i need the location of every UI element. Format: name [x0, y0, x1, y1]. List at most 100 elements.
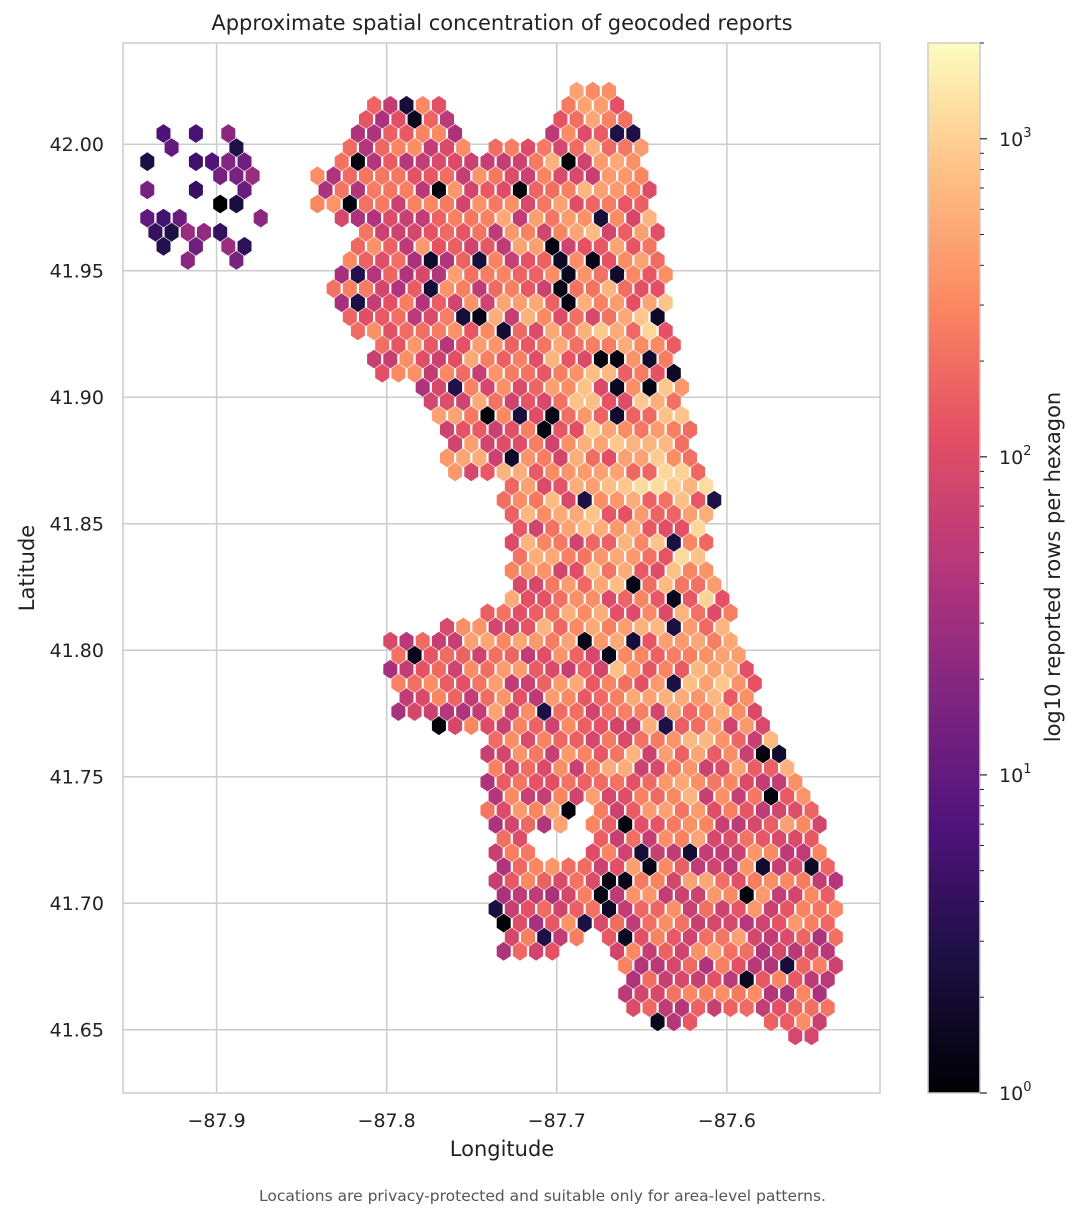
hex-cell	[585, 617, 600, 637]
hex-cell	[650, 561, 665, 580]
hex-cell	[755, 885, 770, 905]
hex-cell	[464, 462, 479, 482]
hex-cell	[431, 377, 446, 397]
hex-cell	[788, 1026, 803, 1046]
hex-cell	[788, 998, 803, 1018]
hex-cell	[415, 349, 430, 369]
hex-cell	[561, 631, 576, 651]
hex-cell	[747, 899, 762, 919]
hex-cell	[674, 631, 689, 651]
hex-cell	[602, 251, 616, 270]
hex-cell	[561, 575, 576, 595]
hex-cell	[666, 843, 681, 862]
hex-cell	[642, 603, 657, 623]
hex-cell	[456, 222, 471, 242]
hex-cell	[521, 420, 535, 439]
hex-cell	[545, 857, 560, 877]
hex-cell	[772, 913, 787, 933]
hex-cell	[537, 786, 552, 806]
hex-cell	[634, 504, 649, 524]
hex-cell	[755, 744, 770, 764]
hex-cell	[521, 194, 535, 214]
hex-cell	[658, 716, 673, 736]
hex-cell	[755, 772, 770, 792]
hex-cell	[650, 899, 665, 919]
hex-cell	[553, 589, 568, 609]
hex-cell	[674, 659, 689, 679]
hex-cell	[553, 561, 568, 580]
hex-cell	[496, 434, 511, 454]
hex-cell	[626, 265, 641, 284]
hex-cell	[561, 518, 576, 538]
hex-cell	[496, 293, 511, 313]
hex-cell	[764, 1012, 778, 1032]
hex-cell	[569, 589, 584, 609]
hex-cell	[642, 293, 657, 313]
hex-cell	[650, 617, 665, 637]
hex-cell	[537, 674, 552, 693]
hex-cell	[674, 941, 689, 961]
hex-cell	[731, 645, 746, 665]
hex-cell	[448, 236, 463, 256]
hex-cell	[634, 222, 649, 242]
hex-cell	[731, 899, 746, 919]
hex-cell	[423, 392, 438, 411]
hex-cell	[431, 124, 446, 143]
hex-cell	[804, 829, 819, 848]
hex-cell	[529, 941, 544, 961]
hex-cell	[391, 166, 406, 186]
hex-cell	[796, 815, 811, 834]
hex-cell	[723, 603, 738, 623]
hex-cell	[804, 885, 819, 905]
hex-cell	[796, 786, 811, 806]
hex-cell	[472, 251, 487, 270]
hex-cell	[569, 194, 584, 214]
hex-cell	[545, 377, 560, 397]
hex-cell	[723, 631, 738, 651]
hex-cell	[569, 448, 584, 468]
hex-cell	[618, 448, 633, 468]
hex-cell	[399, 208, 414, 228]
hex-cell	[561, 800, 576, 820]
hex-cell	[423, 279, 438, 298]
hex-cell	[674, 575, 689, 595]
hex-cell	[610, 575, 625, 595]
hex-cell	[683, 533, 697, 552]
hex-cell	[626, 490, 641, 510]
hex-cell	[626, 434, 641, 454]
hex-cell	[488, 448, 503, 468]
hex-cell	[504, 504, 519, 524]
hex-cell	[521, 166, 535, 186]
hex-cell	[602, 843, 616, 862]
hex-cell	[642, 998, 657, 1018]
hex-cell	[739, 885, 754, 905]
hex-cell	[569, 222, 584, 242]
hex-cell	[618, 251, 633, 270]
hex-cell	[504, 448, 519, 468]
hex-cell	[828, 871, 843, 891]
hex-cell	[804, 941, 819, 961]
hex-cell	[602, 504, 616, 524]
y-axis-ticks: 41.65 41.70 41.75 41.80 41.85 41.90 41.95 42.00	[50, 134, 104, 1042]
hex-cell	[529, 518, 544, 538]
hex-cell	[747, 702, 762, 721]
hex-cell	[691, 518, 706, 538]
hex-cell	[764, 786, 778, 806]
hex-cell	[342, 307, 357, 327]
hex-cell	[488, 871, 503, 891]
hex-cell	[512, 236, 527, 256]
hex-cell	[569, 645, 584, 665]
hex-cell	[577, 772, 592, 792]
hex-cell	[739, 772, 754, 792]
hex-cell	[715, 927, 730, 947]
hex-cell	[666, 927, 681, 947]
hex-cell	[626, 547, 641, 566]
hex-cell	[334, 208, 349, 228]
hex-cell	[561, 349, 576, 369]
hex-cell	[658, 829, 673, 848]
hex-cell	[472, 363, 487, 383]
hex-cell	[618, 786, 633, 806]
colorbar-label: log10 reported rows per hexagon	[1041, 391, 1065, 743]
hex-cell	[683, 617, 697, 637]
hex-cell	[602, 589, 616, 609]
